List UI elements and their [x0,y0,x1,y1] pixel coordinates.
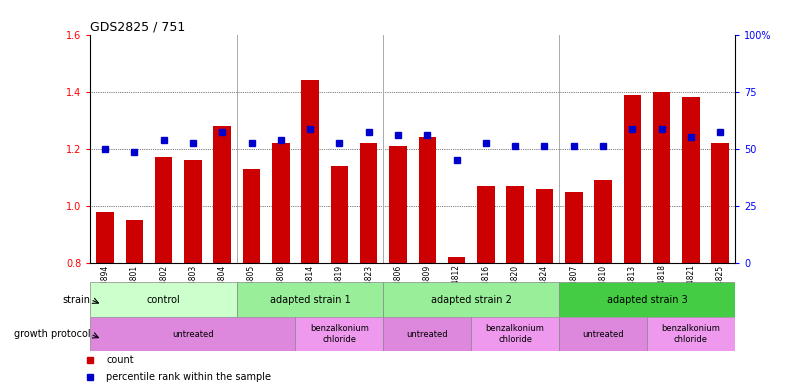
Bar [389,146,407,263]
Bar [90,317,296,351]
Text: growth protocol: growth protocol [14,329,90,339]
Text: adapted strain 2: adapted strain 2 [431,295,512,305]
Text: untreated: untreated [582,329,624,339]
Bar [90,282,237,317]
Bar [559,317,647,351]
Bar [559,282,735,317]
Bar [272,143,289,263]
Bar [682,98,700,263]
Bar [331,166,348,263]
Text: percentile rank within the sample: percentile rank within the sample [106,372,271,382]
Text: benzalkonium
chloride: benzalkonium chloride [662,324,721,344]
Bar [647,317,735,351]
Bar [623,94,641,263]
Text: strain: strain [62,295,90,305]
Text: adapted strain 3: adapted strain 3 [607,295,688,305]
Text: untreated: untreated [172,329,214,339]
Bar [237,282,384,317]
Bar [565,192,582,263]
Bar [155,157,172,263]
Text: benzalkonium
chloride: benzalkonium chloride [486,324,545,344]
Bar [448,257,465,263]
Bar [711,143,729,263]
Bar [184,160,202,263]
Text: count: count [106,356,134,366]
Bar [472,317,559,351]
Bar [477,186,494,263]
Text: control: control [147,295,181,305]
Bar [384,317,472,351]
Bar [126,220,143,263]
Bar [418,137,436,263]
Bar [384,282,559,317]
Bar [536,189,553,263]
Bar [506,186,524,263]
Bar [214,126,231,263]
Bar [301,80,319,263]
Text: adapted strain 1: adapted strain 1 [270,295,351,305]
Bar [296,317,384,351]
Text: GDS2825 / 751: GDS2825 / 751 [90,20,185,33]
Bar [243,169,260,263]
Bar [594,180,612,263]
Text: benzalkonium
chloride: benzalkonium chloride [310,324,369,344]
Bar [360,143,377,263]
Bar [653,92,670,263]
Text: untreated: untreated [406,329,448,339]
Bar [96,212,114,263]
